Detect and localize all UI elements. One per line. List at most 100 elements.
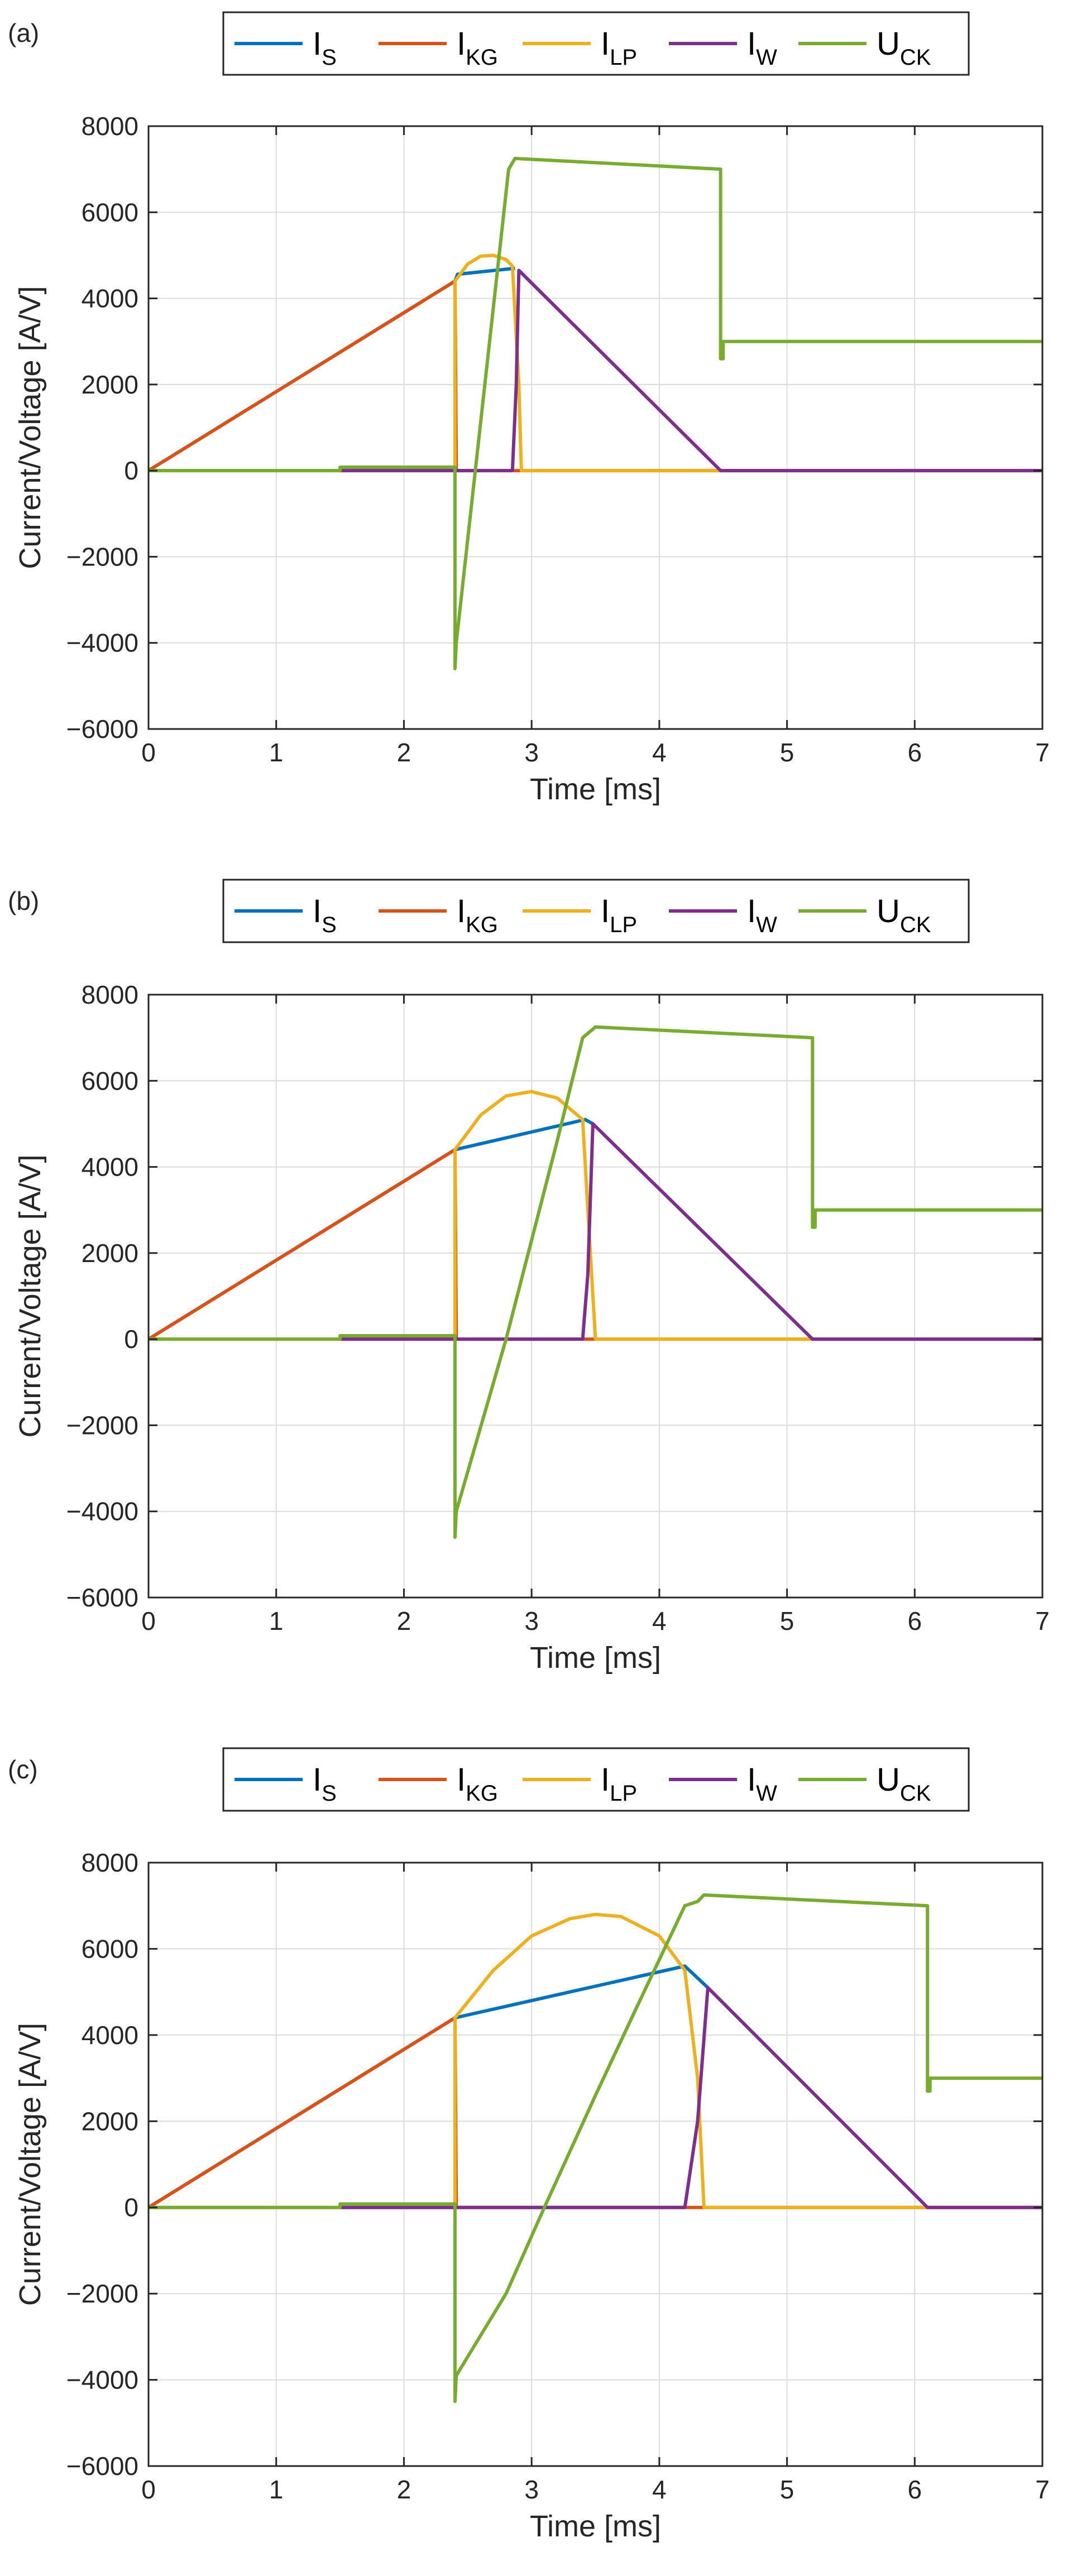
legend-label-subscript: KG: [466, 45, 498, 70]
legend-label: IKG: [457, 1762, 498, 1806]
x-tick-label: 3: [524, 738, 539, 767]
series-line-i-lp: [149, 1912, 1042, 2209]
x-tick-label: 5: [780, 738, 795, 767]
legend-item-i-w: IW: [669, 893, 777, 937]
legend-label: IS: [313, 893, 337, 937]
y-tick-label: −6000: [66, 714, 138, 743]
panel-label: (b): [8, 886, 39, 915]
series-line-u-ck: [149, 1025, 1042, 1539]
x-tick-label: 0: [141, 1606, 156, 1635]
legend-label-main: U: [877, 1762, 900, 1798]
x-tick-label: 1: [269, 2475, 284, 2504]
legend-label: ILP: [601, 1762, 637, 1806]
legend-label-main: I: [313, 26, 322, 62]
y-tick-label: 0: [124, 1325, 138, 1354]
legend-label-subscript: S: [322, 45, 337, 70]
legend-label: IW: [747, 893, 777, 937]
series-line-i-w: [340, 268, 1042, 473]
x-tick-label: 4: [652, 2475, 667, 2504]
y-tick-label: −4000: [66, 2366, 138, 2395]
x-tick-label: 0: [141, 2475, 156, 2504]
y-tick-label: −6000: [66, 2452, 138, 2481]
panel-label: (a): [8, 18, 39, 47]
axes-frame: [147, 1862, 1044, 2467]
x-tick-label: 5: [780, 1606, 795, 1635]
legend-label: ILP: [601, 893, 637, 937]
legend-label: ILP: [601, 26, 637, 70]
legend-item-i-s: IS: [234, 1762, 337, 1806]
x-tick-label: 7: [1035, 738, 1050, 767]
series-line-i-w: [340, 1985, 1042, 2209]
legend-label-subscript: CK: [900, 45, 931, 70]
legend-label-subscript: W: [756, 45, 777, 70]
legend-label-subscript: W: [756, 913, 777, 937]
x-axis-label: Time [ms]: [530, 1641, 661, 1675]
legend-item-i-w: IW: [669, 1762, 777, 1806]
x-tick-label: 7: [1035, 1606, 1050, 1635]
plot-background: [149, 995, 1042, 1598]
x-tick-label: 2: [397, 738, 411, 767]
x-tick-label: 6: [907, 1606, 922, 1635]
series-line-u-ck: [149, 1893, 1042, 2404]
x-axis-label: Time [ms]: [530, 2510, 661, 2543]
legend-label-subscript: LP: [610, 1781, 637, 1806]
legend-item-i-kg: IKG: [379, 1762, 498, 1806]
y-tick-label: 2000: [82, 1239, 138, 1268]
y-tick-label: 4000: [82, 1153, 138, 1182]
legend-item-i-kg: IKG: [379, 26, 498, 70]
legend-label-main: I: [457, 26, 466, 62]
y-tick-label: −2000: [66, 1411, 138, 1440]
x-tick-label: 3: [524, 2475, 539, 2504]
legend-label-subscript: LP: [610, 913, 637, 937]
y-axis-label: Current/Voltage [A/V]: [13, 2023, 47, 2306]
legend-label-main: I: [313, 1762, 322, 1798]
y-tick-label: −6000: [66, 1583, 138, 1612]
legend-label: IW: [747, 1762, 777, 1806]
legend-label-subscript: W: [756, 1781, 777, 1806]
legend-label-subscript: KG: [466, 913, 498, 937]
legend: IS IKG ILP IW UCK: [222, 879, 970, 943]
x-tick-label: 7: [1035, 2475, 1050, 2504]
legend-label: IS: [313, 1762, 337, 1806]
legend-item-i-w: IW: [669, 26, 777, 70]
plot-background: [149, 126, 1042, 729]
y-tick-label: 4000: [82, 2021, 138, 2050]
y-axis-label: Current/Voltage [A/V]: [13, 1154, 47, 1437]
y-tick-label: −4000: [66, 629, 138, 658]
y-axis-label: Current/Voltage [A/V]: [13, 286, 47, 569]
series-line-i-lp: [149, 1090, 1042, 1341]
y-tick-label: 6000: [82, 1934, 138, 1963]
legend: IS IKG ILP IW UCK: [222, 11, 970, 76]
legend-label-main: I: [457, 893, 466, 929]
legend-label-main: I: [747, 893, 756, 929]
x-tick-label: 3: [524, 1606, 539, 1635]
chart-panel-b: 0 1 2 3 4 5 6 7 −6000 −4000 −2000 0 2000 4000 6000 8000…: [8, 879, 1050, 1675]
legend-label: IKG: [457, 893, 498, 937]
legend-item-i-s: IS: [234, 893, 337, 937]
y-tick-label: 2000: [82, 2107, 138, 2136]
legend-item-i-lp: ILP: [523, 1762, 637, 1806]
plot-background: [149, 1863, 1042, 2466]
y-tick-label: 0: [124, 456, 138, 485]
legend-label-main: I: [601, 893, 610, 929]
y-tick-label: 8000: [82, 980, 138, 1009]
legend-label: UCK: [877, 1762, 931, 1806]
x-tick-label: 0: [141, 738, 156, 767]
x-tick-label: 1: [269, 738, 284, 767]
legend-label-subscript: CK: [900, 1781, 931, 1806]
x-tick-label: 1: [269, 1606, 284, 1635]
legend-item-i-lp: ILP: [523, 893, 637, 937]
axes-frame: [147, 994, 1044, 1599]
series-line-u-ck: [149, 156, 1042, 670]
x-tick-label: 2: [397, 1606, 411, 1635]
legend-item-u-ck: UCK: [798, 893, 931, 937]
x-tick-label: 4: [652, 738, 667, 767]
legend-item-i-lp: ILP: [523, 26, 637, 70]
legend-label-subscript: CK: [900, 913, 931, 937]
legend-label: UCK: [877, 893, 931, 937]
axes-frame: [147, 125, 1044, 730]
legend-label-main: U: [877, 26, 900, 62]
panel-label: (c): [8, 1755, 38, 1784]
series-line-i-lp: [149, 253, 1042, 473]
x-tick-label: 6: [907, 2475, 922, 2504]
